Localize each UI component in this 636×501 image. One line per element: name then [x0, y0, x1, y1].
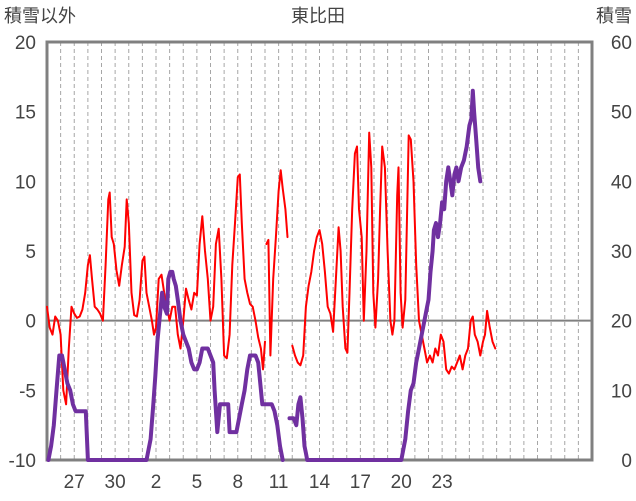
x-tick-label: 11: [269, 472, 289, 493]
right-tick-label: 10: [611, 381, 632, 402]
left-tick-label: 10: [15, 172, 36, 193]
x-tick-label: 5: [192, 472, 203, 493]
x-tick-label: 2: [151, 472, 162, 493]
x-tick-label: 8: [232, 472, 243, 493]
right-tick-label: 60: [611, 33, 632, 54]
left-tick-label: 20: [15, 33, 36, 54]
left-tick-label: -10: [9, 451, 36, 472]
left-axis-label: 積雪以外: [4, 6, 76, 26]
right-tick-label: 0: [621, 451, 632, 472]
x-tick-label: 14: [309, 472, 331, 493]
chart-title: 東比田: [291, 6, 345, 26]
snow-depth-series-line: [287, 88, 483, 462]
temperature-series-line: [46, 173, 266, 406]
series-layer: [46, 88, 497, 462]
x-tick-label: 27: [64, 472, 85, 493]
right-tick-label: 50: [611, 103, 632, 124]
left-tick-label: 0: [25, 312, 36, 333]
x-tick-label: 20: [391, 472, 412, 493]
right-axis-label: 積雪: [596, 6, 632, 26]
snow-depth-series-line: [46, 269, 285, 462]
x-tick-label: 23: [432, 472, 453, 493]
right-tick-label: 30: [611, 242, 632, 263]
right-tick-label: 40: [611, 172, 632, 193]
left-tick-label: 5: [25, 242, 36, 263]
temperature-series-line: [265, 169, 289, 357]
x-tick-label: 17: [350, 472, 371, 493]
right-tick-label: 20: [611, 312, 632, 333]
left-tick-label: 15: [15, 103, 36, 124]
x-tick-label: 30: [105, 472, 126, 493]
grid-layer: [47, 42, 592, 460]
temperature-series-line: [291, 131, 497, 375]
left-tick-label: -5: [19, 381, 36, 402]
